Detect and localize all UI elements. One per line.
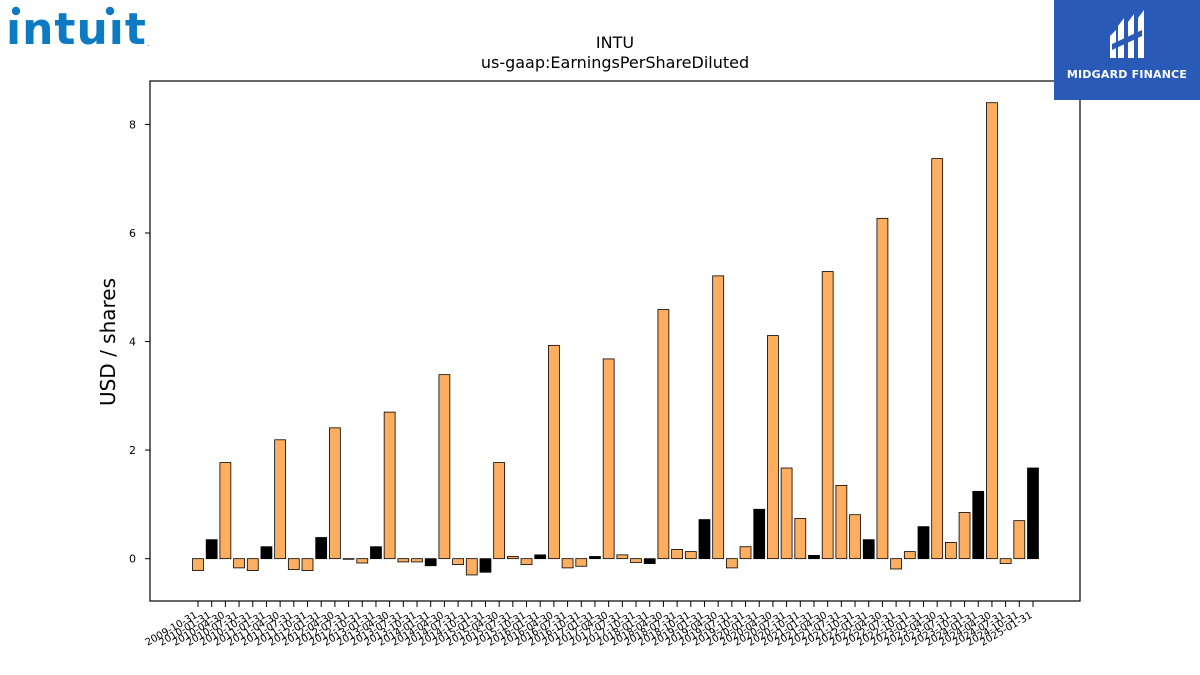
- bar-2011-04-30: [274, 439, 287, 560]
- bar-2019-04-30: [712, 275, 725, 560]
- bar-2024-04-30: [986, 102, 998, 560]
- bar-2022-07-31: [890, 558, 902, 570]
- bar-2017-07-31: [616, 554, 629, 560]
- chart-title: INTU: [595, 33, 635, 52]
- bar-2022-10-31: [903, 551, 916, 560]
- bar-2012-04-30: [329, 427, 341, 560]
- y-tick-label: 4: [129, 336, 136, 349]
- midgard-finance-logo: MIDGARD FINANCE: [1054, 0, 1200, 100]
- bar-2022-01-31: [862, 539, 875, 560]
- bar-2021-01-31: [808, 555, 820, 560]
- bar-2021-10-31: [849, 514, 861, 560]
- bar-2014-10-31: [465, 558, 478, 576]
- bar-2010-07-31: [233, 558, 245, 569]
- bar-2024-01-31: [972, 490, 985, 560]
- bar-2010-01-31: [205, 539, 218, 560]
- bar-2021-07-31: [835, 484, 848, 560]
- bar-2012-10-31: [356, 558, 369, 564]
- bar-2020-07-31: [780, 467, 793, 560]
- bar-2016-10-31: [575, 558, 588, 567]
- svg-text:ıntuıt: ıntuıt: [6, 4, 147, 52]
- bar-2015-01-31: [479, 558, 492, 573]
- bar-2016-04-30: [548, 344, 560, 560]
- bar-2019-07-31: [725, 558, 738, 569]
- bar-2009-10-31: [192, 558, 204, 571]
- plot-frame: [149, 80, 1081, 602]
- bar-2024-07-31: [999, 558, 1012, 564]
- bar-2021-04-30: [821, 271, 834, 560]
- bar-2022-04-30: [876, 217, 889, 560]
- y-tick-label: 2: [129, 444, 136, 457]
- bar-2023-04-30: [931, 158, 944, 560]
- bar-2012-07-31: [342, 558, 355, 560]
- y-tick-label: 0: [129, 553, 136, 566]
- bar-2019-01-31: [698, 519, 711, 560]
- bar-2016-07-31: [561, 558, 574, 569]
- midgard-logo-wordmark: MIDGARD FINANCE: [1066, 68, 1188, 81]
- bar-2014-07-31: [452, 558, 464, 566]
- bar-2011-01-31: [260, 546, 273, 560]
- bar-2016-01-31: [534, 554, 547, 560]
- bar-2014-01-31: [424, 558, 437, 567]
- bar-2019-10-31: [739, 546, 752, 560]
- bar-2015-10-31: [520, 558, 533, 566]
- bar-2018-07-31: [671, 549, 683, 560]
- bar-2023-07-31: [944, 541, 957, 560]
- bar-2013-04-30: [383, 411, 396, 560]
- bar-2013-07-31: [397, 558, 410, 563]
- bar-2020-04-30: [767, 335, 779, 560]
- bar-2024-10-31: [1013, 520, 1026, 560]
- bar-2018-10-31: [684, 551, 697, 560]
- bar-2011-10-31: [301, 558, 314, 571]
- bar-2020-01-31: [753, 508, 766, 560]
- bar-2018-04-30: [657, 309, 670, 560]
- bar-2020-10-31: [794, 518, 807, 560]
- bar-2017-04-30: [602, 358, 615, 560]
- bar-2015-04-30: [493, 462, 506, 560]
- bar-2014-04-30: [438, 374, 451, 560]
- intuit-logo: ıntuıt .: [6, 4, 150, 52]
- bar-2017-01-31: [589, 556, 601, 560]
- bar-2012-01-31: [315, 537, 328, 560]
- y-tick-label: 8: [129, 118, 136, 131]
- y-axis: 0 2 4 6 8: [129, 118, 150, 566]
- bar-2023-01-31: [917, 526, 930, 560]
- y-axis-label: USD / shares: [96, 277, 120, 407]
- svg-text:.: .: [147, 39, 150, 48]
- midgard-emblem-icon: [1110, 10, 1144, 58]
- bar-2015-07-31: [506, 556, 519, 560]
- bar-2018-01-31: [643, 558, 656, 564]
- y-tick-label: 6: [129, 227, 136, 240]
- bars-layer: [192, 102, 1039, 576]
- bar-2013-10-31: [411, 558, 423, 563]
- bar-2017-10-31: [630, 558, 642, 563]
- chart-subtitle: us-gaap:EarningsPerShareDiluted: [480, 53, 750, 72]
- bar-2011-07-31: [287, 558, 300, 570]
- bar-2023-10-31: [958, 512, 971, 560]
- bar-2010-04-30: [219, 462, 232, 560]
- bar-2025-01-31: [1027, 467, 1039, 560]
- bar-2010-10-31: [246, 558, 259, 571]
- x-axis: 2009-10-312010-01-312010-04-302010-07-31…: [144, 601, 1035, 649]
- bar-2013-01-31: [370, 546, 382, 560]
